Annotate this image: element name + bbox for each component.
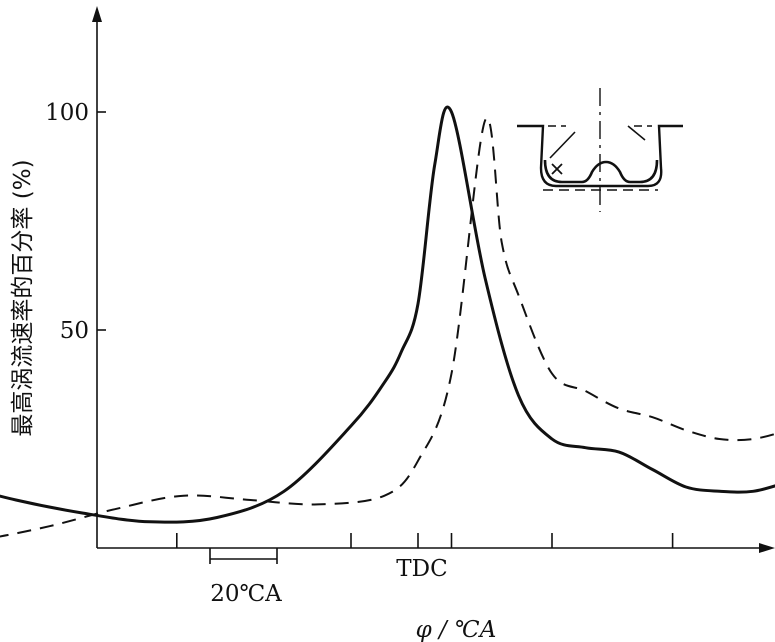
series-solid-line [0, 105, 775, 524]
y-tick-label: 100 [45, 100, 89, 126]
scale-bar [209, 548, 278, 564]
x-axis-label: φ / ℃A [416, 617, 497, 642]
y-axis-label: 最高涡流速率的百分率 (%) [10, 159, 36, 436]
y-axis-arrow [92, 6, 102, 22]
piston-bowl-diagram [517, 88, 683, 212]
y-tick-label: 50 [60, 318, 89, 344]
y-ticks: 50 100 [45, 100, 106, 344]
tdc-label: TDC [396, 556, 447, 582]
x-axis-arrow [759, 543, 775, 553]
series-dashed-line [0, 116, 775, 538]
x-ticks [176, 533, 674, 548]
scale-bar-label: 20℃A [210, 581, 282, 607]
